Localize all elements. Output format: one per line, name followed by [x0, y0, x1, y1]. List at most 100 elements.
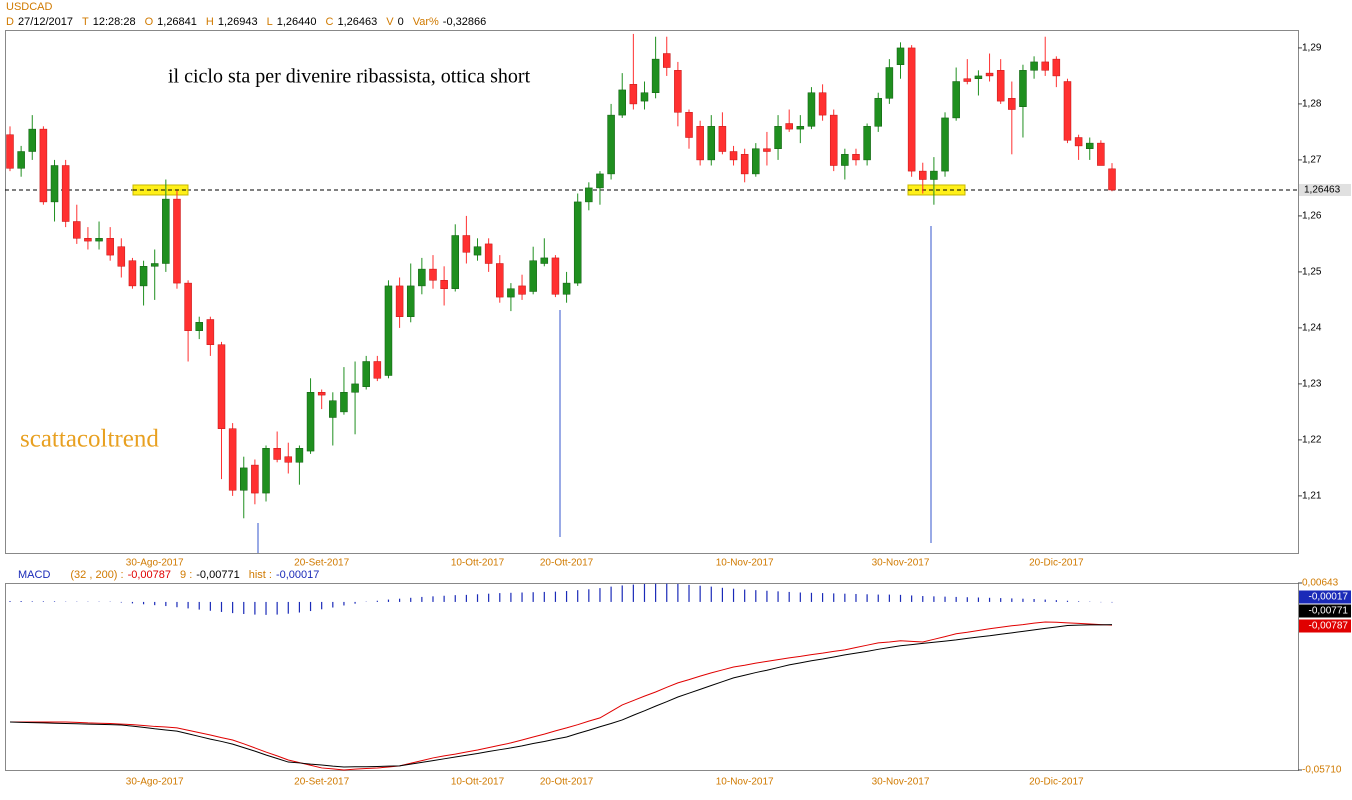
y-tick-label: 1,28	[1302, 99, 1322, 110]
legend-value: -0,00017	[275, 569, 320, 581]
candle-body	[841, 154, 849, 166]
candle-body	[807, 92, 816, 127]
last-label: -0,00017	[1309, 592, 1349, 603]
candle-body	[395, 285, 404, 317]
candle-body	[195, 322, 203, 331]
candle-body	[662, 53, 671, 68]
candle-body	[996, 70, 1005, 102]
candle-body	[362, 361, 370, 387]
candle-body	[573, 201, 582, 284]
info-value: 12:28:28	[92, 16, 136, 28]
last-label: -0,00771	[1309, 606, 1349, 617]
price-label: 1,26463	[1304, 185, 1341, 196]
x-tick-label: 30-Nov-2017	[872, 777, 930, 788]
y-tick-label: 1,23	[1302, 379, 1322, 390]
candle-body	[919, 170, 927, 180]
candle-body	[317, 392, 326, 396]
y-tick-label: 1,24	[1302, 323, 1322, 334]
candle-body	[718, 126, 727, 152]
candle-body	[1097, 142, 1105, 166]
candle-body	[496, 263, 504, 298]
candle-body	[17, 151, 25, 169]
candle-body	[340, 392, 348, 413]
x-tick-label: 20-Set-2017	[294, 777, 349, 788]
candle-body	[752, 148, 760, 175]
candle-body	[1085, 142, 1094, 149]
candle-body	[173, 198, 181, 284]
x-tick-label: 10-Nov-2017	[716, 777, 774, 788]
candle-body	[763, 148, 771, 152]
candle-body	[685, 112, 693, 138]
candle-body	[740, 154, 749, 175]
candle-body	[618, 89, 626, 116]
info-value: 27/12/2017	[17, 16, 74, 28]
x-tick-label: 30-Ago-2017	[126, 558, 184, 569]
candle-body	[952, 81, 960, 119]
y-tick-label: -0,05710	[1302, 765, 1342, 776]
info-key: C	[325, 16, 334, 28]
y-tick-label: 0,00643	[1302, 578, 1339, 589]
candle-body	[963, 78, 972, 82]
x-tick-label: 20-Dic-2017	[1029, 777, 1084, 788]
candle-body	[306, 392, 315, 452]
last-box	[1299, 619, 1351, 633]
candle-body	[28, 128, 37, 152]
candle-body	[184, 282, 192, 331]
legend-name: (32 , 200) :	[70, 569, 124, 581]
candle-body	[907, 47, 916, 172]
candle-body	[930, 170, 938, 180]
candle-body	[941, 117, 949, 172]
candle-body	[529, 260, 537, 292]
candle-body	[596, 173, 604, 189]
candle-body	[1041, 61, 1049, 71]
candle-body	[774, 126, 782, 149]
candle-body	[473, 246, 482, 256]
candle-body	[1063, 81, 1072, 141]
candle-body	[796, 126, 805, 130]
info-value: -0,32866	[442, 16, 487, 28]
candle-body	[240, 467, 248, 491]
candle-body	[696, 126, 704, 161]
candle-body	[451, 235, 460, 289]
info-key: L	[266, 16, 273, 28]
x-tick-label: 10-Ott-2017	[451, 777, 505, 788]
candle-body	[785, 123, 793, 130]
legend-value: -0,00771	[196, 569, 240, 581]
info-key: D	[6, 16, 14, 28]
candle-body	[1030, 61, 1038, 71]
annotation: il ciclo sta per divenire ribassista, ot…	[168, 66, 531, 88]
candle-body	[629, 84, 638, 105]
candle-body	[874, 98, 882, 127]
info-bar: D 27/12/2017 T 12:28:28 O 1,26841 H 1,26943 L 1,2…	[6, 16, 495, 28]
legend-value: -0,00787	[127, 569, 172, 581]
info-key: H	[205, 16, 214, 28]
candle-body	[406, 285, 415, 317]
price-box	[1299, 183, 1351, 196]
candle-body	[373, 361, 382, 379]
candle-body	[273, 448, 281, 460]
candle-body	[818, 92, 827, 116]
watermark: scattacoltrend	[20, 426, 159, 453]
candle-body	[674, 70, 682, 113]
candle-body	[295, 448, 304, 463]
candle-body	[462, 235, 471, 253]
info-key: O	[144, 16, 154, 28]
candle-body	[651, 58, 660, 93]
candle-body	[518, 285, 526, 295]
x-tick-label: 20-Dic-2017	[1029, 558, 1084, 569]
candle-body	[284, 456, 293, 463]
candle-body	[985, 72, 994, 77]
y-tick-label: 1,29	[1302, 43, 1322, 54]
last-label: -0,00787	[1309, 621, 1349, 632]
x-tick-label: 10-Ott-2017	[451, 558, 505, 569]
x-tick-label: 30-Ago-2017	[126, 777, 184, 788]
candle-body	[852, 154, 860, 161]
candle-body	[251, 464, 259, 494]
candle-body	[50, 165, 59, 203]
candle-body	[61, 165, 70, 222]
candle-body	[1074, 137, 1083, 147]
